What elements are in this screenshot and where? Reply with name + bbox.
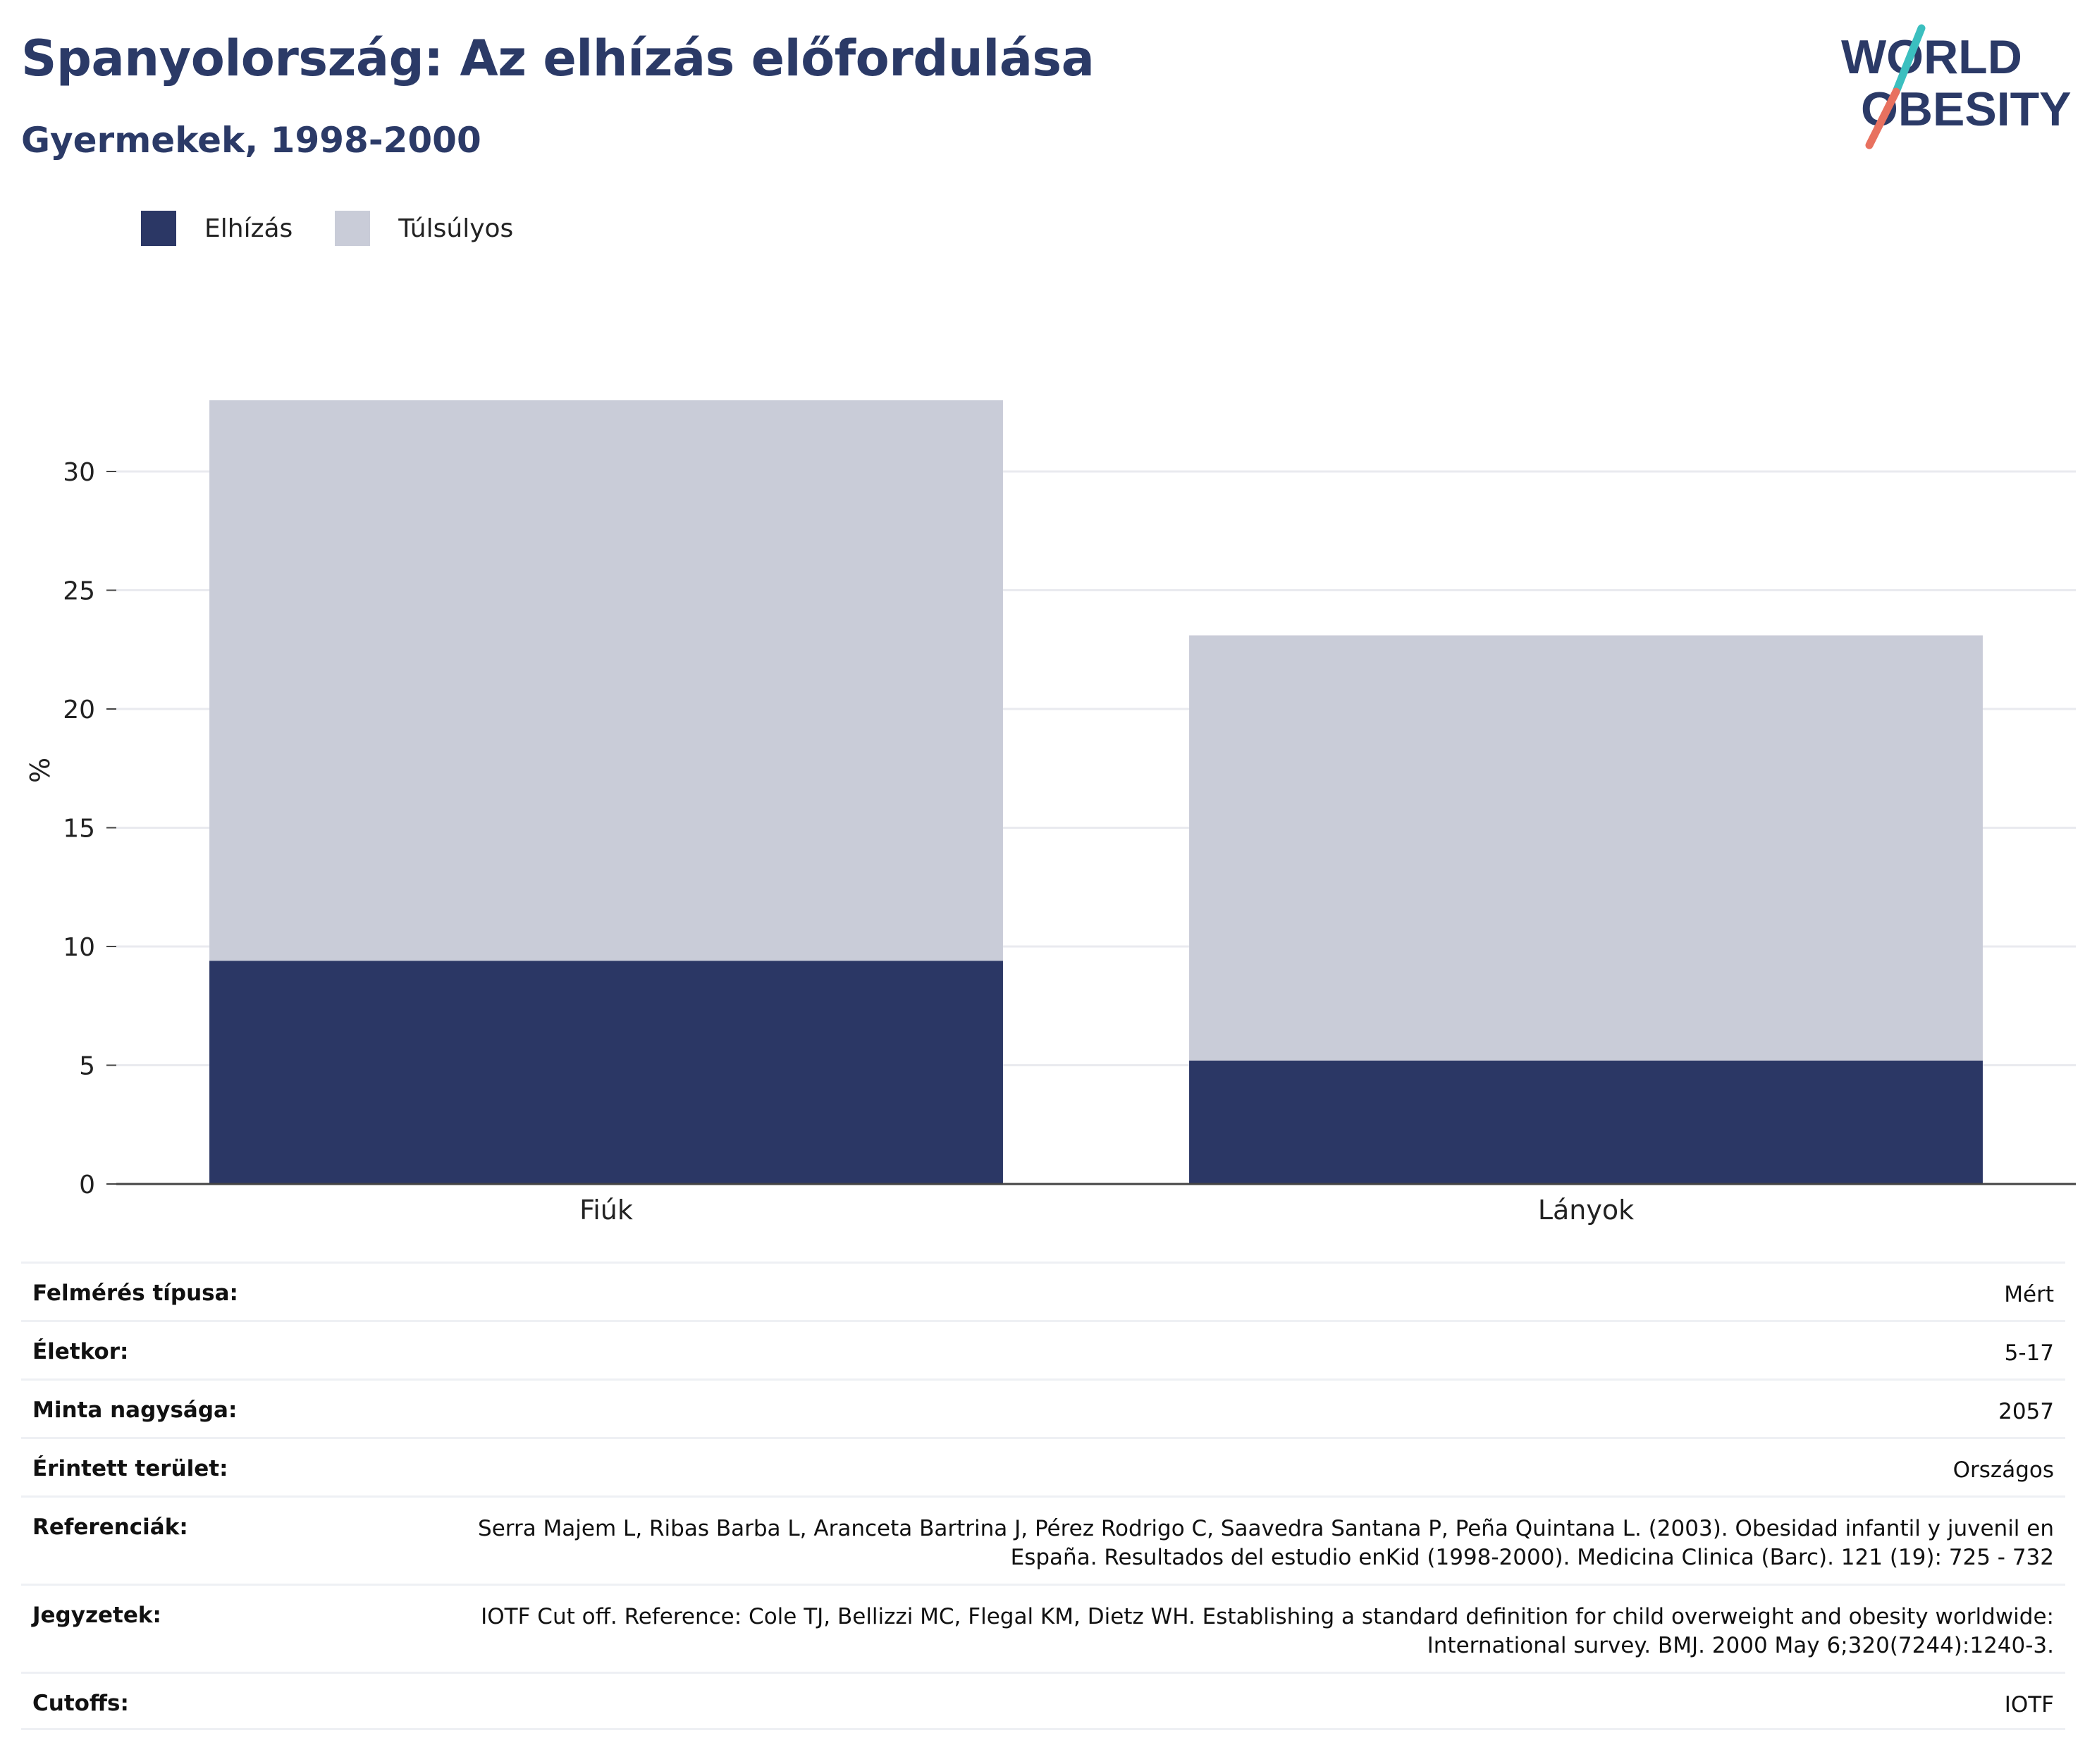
- details-key: Minta nagysága:: [32, 1398, 238, 1423]
- details-row-age: Életkor: 5-17: [21, 1320, 2065, 1378]
- details-value: Országos: [1952, 1457, 2054, 1483]
- legend-label-tulsulyos: Túlsúlyos: [398, 214, 514, 243]
- logo-line-1: WORLD: [1841, 30, 2022, 84]
- details-key: Jegyzetek:: [32, 1603, 161, 1628]
- y-axis-label: %: [25, 758, 56, 783]
- chart-legend: Elhízás Túlsúlyos: [141, 209, 555, 248]
- details-table: Felmérés típusa: Mért Életkor: 5-17 Mint…: [21, 1262, 2065, 1730]
- details-value: Mért: [2004, 1282, 2054, 1307]
- y-tick-label: 0: [79, 1171, 95, 1199]
- legend-item-tulsulyos[interactable]: Túlsúlyos: [335, 211, 513, 246]
- details-value: IOTF Cut off. Reference: Cole TJ, Belliz…: [481, 1604, 2054, 1659]
- details-value: 2057: [1998, 1399, 2054, 1424]
- x-tick-label: Lányok: [1538, 1195, 1634, 1226]
- y-tick-label: 25: [63, 577, 95, 606]
- y-tick-label: 5: [79, 1052, 95, 1081]
- details-row-survey-type: Felmérés típusa: Mért: [21, 1262, 2065, 1320]
- details-row-notes: Jegyzetek: IOTF Cut off. Reference: Cole…: [21, 1584, 2065, 1672]
- details-key: Életkor:: [32, 1339, 129, 1364]
- details-key: Cutoffs:: [32, 1691, 129, 1716]
- details-value: Serra Majem L, Ribas Barba L, Aranceta B…: [478, 1516, 2054, 1571]
- logo-coral-stroke: [1865, 87, 1900, 149]
- y-tick-label: 15: [63, 815, 95, 844]
- details-row-cutoffs: Cutoffs: IOTF: [21, 1672, 2065, 1730]
- details-key: Felmérés típusa:: [32, 1281, 238, 1306]
- bar-tulsulyos-0: [209, 400, 1003, 961]
- details-row-references: Referenciák: Serra Majem L, Ribas Barba …: [21, 1495, 2065, 1584]
- stacked-bar-chart: 0 5 10 15 20 25 30% Fiúk Lányok: [25, 400, 2076, 1226]
- legend-label-elhizas: Elhízás: [204, 214, 293, 243]
- details-row-sample-size: Minta nagysága: 2057: [21, 1378, 2065, 1437]
- y-tick-label: 10: [63, 933, 95, 962]
- details-key: Referenciák:: [32, 1515, 188, 1540]
- details-value: IOTF: [2004, 1692, 2054, 1717]
- legend-item-elhizas[interactable]: Elhízás: [141, 211, 293, 246]
- bar-elhizas-0: [209, 961, 1003, 1184]
- y-tick-label: 20: [63, 696, 95, 724]
- logo-teal-stroke: [1892, 24, 1926, 96]
- details-key: Érintett terület:: [32, 1456, 228, 1481]
- world-obesity-logo: WORLD OBESITY: [1841, 24, 2072, 149]
- legend-swatch-tulsulyos: [335, 211, 371, 246]
- details-value: 5-17: [2004, 1340, 2054, 1366]
- page-title: Spanyolország: Az elhízás előfordulása: [21, 30, 1095, 87]
- bar-tulsulyos-1: [1189, 635, 1983, 1061]
- legend-swatch-elhizas: [141, 211, 176, 246]
- details-row-area: Érintett terület: Országos: [21, 1437, 2065, 1495]
- bar-elhizas-1: [1189, 1060, 1983, 1184]
- x-tick-label: Fiúk: [579, 1195, 633, 1226]
- y-tick-label: 30: [63, 458, 95, 487]
- page-subtitle: Gyermekek, 1998-2000: [21, 120, 481, 161]
